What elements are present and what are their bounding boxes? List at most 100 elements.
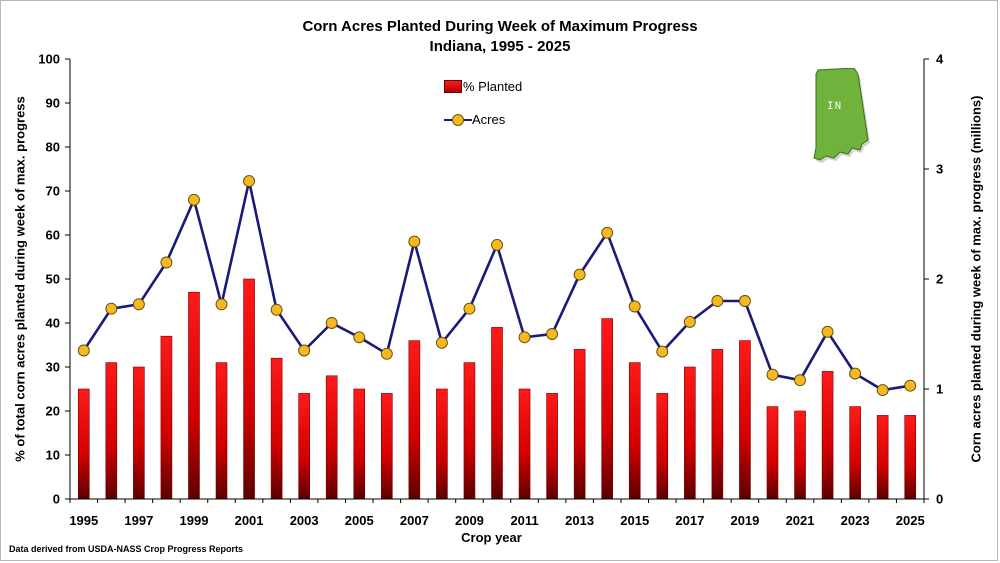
y-tick-label-left: 20	[46, 404, 60, 419]
x-tick-label: 2005	[345, 513, 374, 528]
y-tick-label-right: 3	[936, 162, 943, 177]
acres-point-1996	[106, 303, 117, 314]
y-tick-label-left: 70	[46, 184, 60, 199]
acres-point-2025	[905, 380, 916, 391]
acres-point-2017	[684, 316, 695, 327]
legend-label-percent-planted: % Planted	[463, 79, 522, 94]
acres-point-2015	[629, 301, 640, 312]
bar-2018	[712, 349, 723, 499]
bar-2021	[795, 411, 806, 499]
bar-2022	[822, 371, 833, 499]
bar-2017	[684, 367, 695, 499]
acres-point-2010	[492, 239, 503, 250]
acres-point-2016	[657, 346, 668, 357]
legend-line-marker	[444, 114, 472, 126]
bar-1996	[106, 363, 117, 499]
acres-point-2005	[354, 332, 365, 343]
x-tick-label: 1999	[180, 513, 209, 528]
x-tick-label: 2007	[400, 513, 429, 528]
acres-point-2000	[216, 299, 227, 310]
bar-2012	[547, 393, 558, 499]
bar-2002	[271, 358, 282, 499]
x-tick-label: 2025	[896, 513, 925, 528]
bar-2025	[905, 415, 916, 499]
bar-2015	[629, 363, 640, 499]
bar-2008	[436, 389, 447, 499]
x-tick-label: 2023	[841, 513, 870, 528]
x-tick-label: 1997	[124, 513, 153, 528]
x-tick-label: 1995	[69, 513, 98, 528]
x-tick-label: 2013	[565, 513, 594, 528]
y-tick-label-right: 4	[936, 52, 944, 67]
y-tick-label-left: 10	[46, 448, 60, 463]
acres-point-2018	[712, 296, 723, 307]
acres-point-2024	[877, 385, 888, 396]
y-axis-label-left-text: % of total corn acres planted during wee…	[13, 96, 28, 462]
acres-point-2008	[436, 337, 447, 348]
bar-2024	[877, 415, 888, 499]
bar-2009	[464, 363, 475, 499]
y-tick-label-left: 30	[46, 360, 60, 375]
bar-1999	[188, 292, 199, 499]
bar-2020	[767, 407, 778, 499]
y-tick-label-left: 80	[46, 140, 60, 155]
bar-2016	[657, 393, 668, 499]
acres-point-2012	[547, 329, 558, 340]
acres-point-2004	[326, 318, 337, 329]
x-tick-label: 2015	[620, 513, 649, 528]
x-tick-label: 2009	[455, 513, 484, 528]
bar-2006	[381, 393, 392, 499]
acres-point-1998	[161, 257, 172, 268]
map-state-label: IN	[827, 101, 842, 113]
bar-2003	[299, 393, 310, 499]
bar-2019	[739, 341, 750, 499]
y-tick-label-left: 0	[53, 492, 60, 507]
bar-2005	[354, 389, 365, 499]
bar-2004	[326, 376, 337, 499]
y-tick-label-left: 50	[46, 272, 60, 287]
legend-item-acres: Acres	[444, 111, 505, 127]
acres-point-2022	[822, 326, 833, 337]
y-tick-label-left: 90	[46, 96, 60, 111]
bar-2014	[602, 319, 613, 499]
acres-point-2006	[381, 348, 392, 359]
y-tick-label-left: 60	[46, 228, 60, 243]
y-axis-label-right-text: Corn acres planted during week of max. p…	[969, 96, 984, 463]
x-tick-label: 2011	[510, 513, 538, 528]
x-tick-label: 2001	[235, 513, 264, 528]
acres-point-2019	[739, 296, 750, 307]
y-tick-label-left: 40	[46, 316, 60, 331]
x-tick-label: 2019	[730, 513, 759, 528]
acres-point-2009	[464, 303, 475, 314]
acres-point-2020	[767, 369, 778, 380]
bar-2013	[574, 349, 585, 499]
legend-label-acres: Acres	[472, 112, 505, 127]
acres-point-2003	[299, 345, 310, 356]
acres-point-1995	[78, 345, 89, 356]
acres-point-2023	[850, 368, 861, 379]
bar-2001	[244, 279, 255, 499]
y-tick-label-left: 100	[38, 52, 60, 67]
bar-1997	[133, 367, 144, 499]
y-tick-label-right: 0	[936, 492, 943, 507]
acres-point-2014	[602, 227, 613, 238]
bar-2000	[216, 363, 227, 499]
bar-2007	[409, 341, 420, 499]
x-tick-label: 2017	[675, 513, 704, 528]
legend-item-percent-planted: % Planted	[444, 78, 522, 94]
acres-point-1997	[133, 299, 144, 310]
bar-2010	[492, 327, 503, 499]
acres-point-2007	[409, 236, 420, 247]
acres-point-2011	[519, 332, 530, 343]
acres-point-2001	[244, 176, 255, 187]
bar-2023	[850, 407, 861, 499]
bar-1995	[78, 389, 89, 499]
acres-point-2021	[795, 375, 806, 386]
indiana-map-icon	[810, 68, 870, 164]
x-tick-label: 2021	[786, 513, 815, 528]
acres-point-1999	[188, 194, 199, 205]
x-axis-label: Crop year	[60, 530, 923, 545]
source-note: Data derived from USDA-NASS Crop Progres…	[9, 544, 243, 554]
acres-point-2002	[271, 304, 282, 315]
y-tick-label-right: 1	[936, 382, 943, 397]
